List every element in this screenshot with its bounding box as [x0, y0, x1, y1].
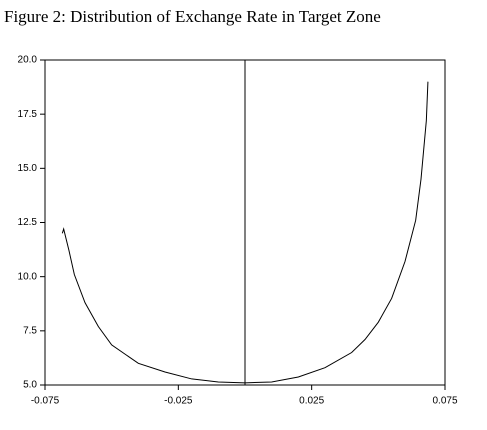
- data-line: [61, 81, 429, 384]
- x-tick-label: 0.075: [432, 396, 457, 407]
- y-tick-label: 12.5: [18, 217, 38, 228]
- y-tick-label: 17.5: [18, 109, 38, 120]
- y-tick-label: 20.0: [18, 55, 38, 66]
- chart-title: Figure 2: Distribution of Exchange Rate …: [4, 7, 381, 26]
- y-tick-label: 10.0: [18, 271, 38, 282]
- x-tick-label: 0.025: [299, 396, 324, 407]
- y-tick-label: 7.5: [23, 325, 37, 336]
- y-tick-label: 5.0: [23, 380, 37, 391]
- y-tick-label: 15.0: [18, 163, 38, 174]
- x-tick-label: -0.025: [164, 396, 193, 407]
- x-tick-label: -0.075: [31, 396, 60, 407]
